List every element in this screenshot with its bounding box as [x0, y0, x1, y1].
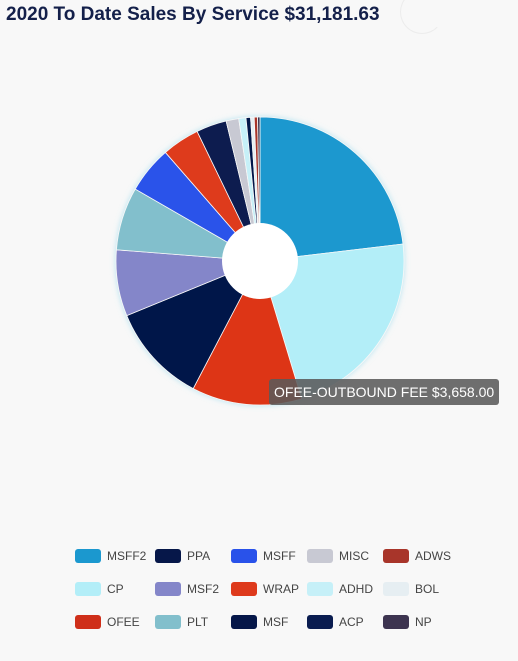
- chart-legend: MSFF2 PPA MSFF MISC ADWS CP MSF2 WRAP ADHD BOL OFE…: [75, 547, 463, 631]
- legend-swatch: [307, 615, 333, 629]
- legend-swatch: [383, 615, 409, 629]
- legend-swatch: [75, 582, 101, 596]
- legend-item-misc[interactable]: MISC: [307, 547, 383, 565]
- donut-hole: [222, 223, 298, 299]
- legend-swatch: [75, 549, 101, 563]
- legend-label: OFEE: [107, 615, 140, 629]
- legend-label: BOL: [415, 582, 440, 596]
- legend-label: WRAP: [263, 582, 299, 596]
- legend-label: ACP: [339, 615, 364, 629]
- legend-swatch: [383, 549, 409, 563]
- legend-label: MISC: [339, 549, 369, 563]
- legend-swatch: [231, 582, 257, 596]
- legend-item-adhd[interactable]: ADHD: [307, 580, 383, 598]
- legend-item-wrap[interactable]: WRAP: [231, 580, 307, 598]
- legend-item-np[interactable]: NP: [383, 613, 463, 631]
- legend-label: NP: [415, 615, 432, 629]
- legend-label: CP: [107, 582, 124, 596]
- legend-label: PLT: [187, 615, 209, 629]
- slice-msff2[interactable]: [259, 116, 404, 262]
- legend-item-adws[interactable]: ADWS: [383, 547, 463, 565]
- legend-item-msff2[interactable]: MSFF2: [75, 547, 155, 565]
- chart-title: 2020 To Date Sales By Service $31,181.63: [6, 4, 380, 25]
- legend-label: MSF: [263, 615, 289, 629]
- legend-label: PPA: [187, 549, 211, 563]
- legend-label: MSFF2: [107, 549, 147, 563]
- legend-item-cp[interactable]: CP: [75, 580, 155, 598]
- legend-label: ADWS: [415, 549, 451, 563]
- legend-label: MSF2: [187, 582, 220, 596]
- legend-swatch: [231, 615, 257, 629]
- legend-item-plt[interactable]: PLT: [155, 613, 231, 631]
- legend-item-ppa[interactable]: PPA: [155, 547, 231, 565]
- decorative-arc: [400, 0, 444, 34]
- legend-label: ADHD: [339, 582, 374, 596]
- legend-swatch: [75, 615, 101, 629]
- legend-item-ofee[interactable]: OFEE: [75, 613, 155, 631]
- legend-item-acp[interactable]: ACP: [307, 613, 383, 631]
- legend-swatch: [231, 549, 257, 563]
- legend-swatch: [307, 549, 333, 563]
- legend-item-msf[interactable]: MSF: [231, 613, 307, 631]
- legend-swatch: [383, 582, 409, 596]
- legend-swatch: [155, 582, 181, 596]
- legend-swatch: [307, 582, 333, 596]
- slice-ppa[interactable]: [126, 260, 261, 390]
- legend-swatch: [155, 615, 181, 629]
- legend-swatch: [155, 549, 181, 563]
- pie-chart[interactable]: [0, 0, 518, 520]
- legend-item-msf2[interactable]: MSF2: [155, 580, 231, 598]
- legend-label: MSFF: [263, 549, 296, 563]
- legend-item-bol[interactable]: BOL: [383, 580, 463, 598]
- legend-item-msff[interactable]: MSFF: [231, 547, 307, 565]
- slice-tooltip: OFEE-OUTBOUND FEE $3,658.00: [269, 379, 500, 405]
